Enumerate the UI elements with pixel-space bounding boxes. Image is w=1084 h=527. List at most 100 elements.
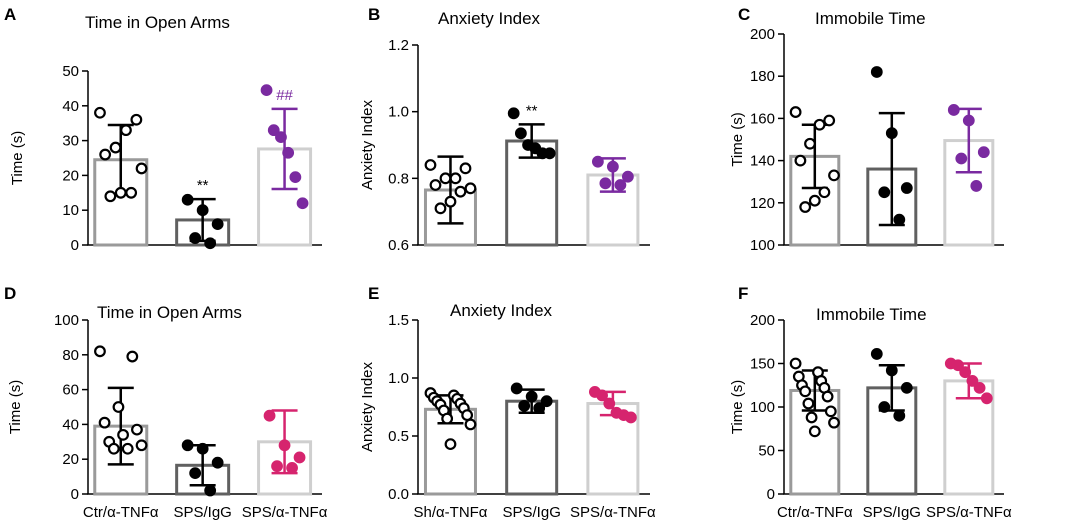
data-point: [94, 106, 106, 119]
data-point: [813, 118, 826, 131]
y-tick-label: 200: [750, 312, 775, 329]
y-tick-label: 150: [750, 356, 775, 373]
data-point: [121, 442, 134, 455]
data-point: [794, 154, 807, 167]
panel-letter: A: [4, 5, 16, 24]
data-point: [211, 456, 224, 469]
panel-letter: F: [738, 284, 748, 303]
data-point: [970, 180, 983, 192]
data-point: [135, 162, 148, 175]
y-tick-label: 80: [62, 347, 79, 364]
y-tick-label: 100: [54, 312, 79, 329]
data-point: [464, 418, 477, 431]
data-point: [799, 201, 812, 213]
data-point: [107, 442, 120, 455]
data-point: [130, 113, 143, 126]
data-point: [789, 357, 802, 370]
data-point: [808, 194, 821, 207]
data-point: [621, 170, 634, 183]
data-point: [614, 179, 627, 191]
y-tick-label: 40: [62, 98, 79, 115]
x-category-label: SPS/IgG: [173, 504, 231, 521]
data-point: [126, 350, 139, 363]
y-axis-label: Anxiety Index: [359, 361, 376, 452]
data-point: [449, 172, 462, 185]
data-point: [181, 193, 194, 206]
data-point: [286, 462, 298, 474]
data-point: [125, 186, 138, 199]
data-point: [189, 467, 202, 480]
data-point: [603, 397, 616, 410]
data-point: [624, 411, 637, 424]
data-point: [271, 460, 283, 473]
data-point: [805, 411, 818, 424]
y-tick-label: 30: [62, 133, 79, 150]
data-point: [444, 438, 457, 451]
y-tick-label: 10: [62, 202, 79, 219]
data-point: [293, 451, 306, 464]
panel-a: A Time in Open Arms Time (s) 0 10 20 30 40 50 ** #…: [4, 5, 322, 254]
y-tick-label: 0: [767, 486, 775, 503]
data-point: [263, 409, 276, 422]
y-tick-label: 100: [750, 237, 775, 254]
y-axis-label: Time (s): [7, 380, 24, 434]
data-point: [870, 66, 883, 78]
data-point: [802, 397, 815, 410]
data-point: [204, 237, 217, 250]
y-tick-label: 1.0: [388, 370, 409, 387]
data-point: [454, 185, 467, 198]
data-point: [824, 405, 837, 418]
y-tick-label: 20: [62, 167, 79, 184]
panel-b: B Anxiety Index Anxiety Index 0.6 0.8 1.0 1.2 *…: [359, 5, 650, 254]
data-point: [893, 409, 906, 422]
y-tick-label: 20: [62, 451, 79, 468]
data-point: [109, 141, 122, 154]
data-point: [966, 375, 979, 387]
data-point: [591, 155, 604, 168]
data-point: [518, 399, 531, 412]
bar: [257, 147, 313, 247]
data-point: [275, 131, 287, 144]
y-tick-label: 1.2: [388, 37, 409, 54]
data-point: [99, 148, 112, 161]
y-tick-label: 0.0: [388, 486, 409, 503]
y-tick-label: 60: [62, 382, 79, 399]
data-point: [959, 366, 972, 379]
data-point: [947, 104, 960, 116]
data-point: [424, 159, 437, 171]
y-tick-label: 0.8: [388, 170, 409, 187]
panel-e: E Anxiety Index Anxiety Index 0.0 0.5 1.0 1.5 S…: [359, 284, 656, 521]
x-category-label: SPS/α-TNFα: [242, 504, 328, 521]
panel-title: Time in Open Arms: [97, 303, 242, 322]
y-tick-label: 40: [62, 416, 79, 433]
data-point: [289, 171, 302, 184]
data-point: [973, 381, 986, 394]
data-point: [196, 204, 209, 217]
data-point: [104, 190, 117, 203]
y-tick-label: 50: [62, 63, 79, 80]
data-point: [808, 425, 821, 438]
y-tick-label: 140: [750, 153, 775, 170]
data-point: [131, 423, 143, 436]
data-point: [114, 186, 127, 199]
data-point: [952, 359, 964, 372]
data-point: [135, 439, 148, 452]
data-point: [962, 114, 975, 127]
data-point: [828, 169, 840, 182]
data-point: [789, 106, 802, 118]
y-axis-label: Time (s): [729, 112, 746, 166]
data-point: [94, 345, 106, 358]
data-point: [885, 364, 898, 377]
x-category-label: Sh/α-TNFα: [413, 504, 487, 521]
data-point: [260, 84, 273, 97]
data-point: [112, 401, 125, 413]
data-point: [278, 439, 291, 452]
data-point: [434, 202, 447, 215]
x-category-label: SPS/IgG: [503, 504, 561, 521]
data-point: [211, 218, 224, 231]
data-point: [296, 197, 309, 210]
data-point: [955, 152, 968, 165]
data-point: [606, 160, 619, 173]
x-category-label: SPS/α-TNFα: [926, 504, 1012, 521]
panel-title: Immobile Time: [816, 305, 927, 324]
